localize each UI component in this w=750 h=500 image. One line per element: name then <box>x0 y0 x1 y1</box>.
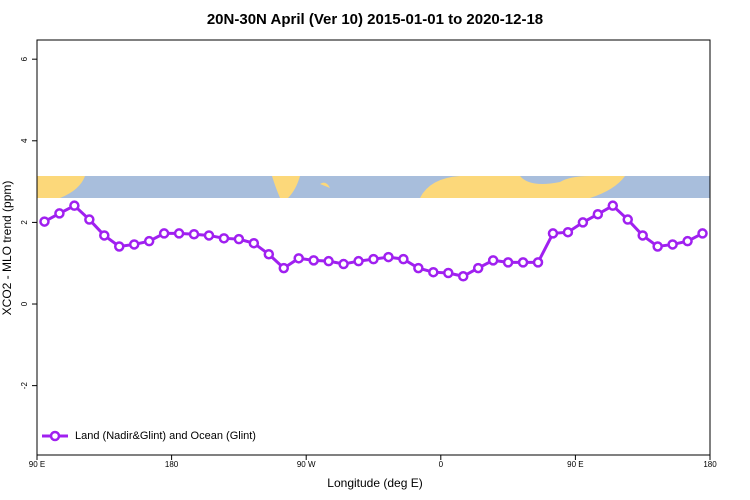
data-point <box>517 257 529 268</box>
data-point <box>428 266 439 278</box>
data-point <box>54 208 65 219</box>
data-point <box>263 248 275 260</box>
data-point <box>69 200 80 211</box>
x-tick-label: 90 E <box>567 460 583 469</box>
data-point <box>338 258 349 270</box>
data-point <box>697 228 708 239</box>
map-strip <box>37 176 710 198</box>
data-point <box>637 230 648 241</box>
data-point <box>682 235 693 247</box>
y-tick-label: 2 <box>20 220 29 225</box>
data-point <box>173 228 185 239</box>
x-tick-label: 90 W <box>297 460 316 469</box>
data-point <box>293 253 304 264</box>
data-point <box>443 267 454 279</box>
data-point <box>158 228 170 239</box>
data-point <box>248 237 260 249</box>
y-tick-label: 0 <box>20 301 29 306</box>
data-point <box>39 216 50 227</box>
x-tick-label: 90 E <box>29 460 45 469</box>
data-point <box>128 239 140 250</box>
data-point <box>114 241 125 252</box>
data-point <box>652 241 663 252</box>
data-point <box>667 239 678 250</box>
legend-marker <box>49 430 61 442</box>
x-tick-label: 180 <box>703 460 717 469</box>
data-point <box>84 214 95 225</box>
data-point <box>622 214 633 225</box>
y-tick-label: 4 <box>20 138 29 143</box>
data-point <box>487 255 499 266</box>
data-point <box>502 257 514 268</box>
data-point <box>233 233 245 245</box>
data-point <box>472 262 484 274</box>
data-point <box>413 262 424 274</box>
data-point <box>577 217 589 228</box>
data-point <box>323 255 334 267</box>
data-point <box>143 235 155 247</box>
data-point <box>188 228 200 240</box>
chart-title: 20N-30N April (Ver 10) 2015-01-01 to 202… <box>207 11 543 28</box>
legend-label: Land (Nadir&Glint) and Ocean (Glint) <box>75 430 256 442</box>
data-point <box>592 208 604 220</box>
data-point <box>218 233 230 244</box>
plot-frame <box>36 39 711 456</box>
x-tick-label: 180 <box>165 460 179 469</box>
data-point <box>99 230 110 241</box>
y-tick-label: 6 <box>20 56 29 61</box>
data-point <box>278 262 290 274</box>
data-point <box>532 257 544 268</box>
data-point <box>457 271 469 282</box>
data-point <box>607 200 619 211</box>
x-tick-label: 0 <box>439 460 444 469</box>
series-line <box>43 203 704 278</box>
data-point <box>368 253 379 265</box>
data-point <box>203 230 215 241</box>
data-point <box>308 255 319 266</box>
data-point <box>562 226 574 238</box>
data-point <box>547 228 559 239</box>
data-point <box>383 251 394 263</box>
x-axis-label: Longitude (deg E) <box>327 476 422 490</box>
data-point <box>353 255 364 267</box>
y-axis-label: XCO2 - MLO trend (ppm) <box>0 181 14 316</box>
data-point <box>398 253 409 265</box>
y-tick-label: -2 <box>20 382 29 390</box>
